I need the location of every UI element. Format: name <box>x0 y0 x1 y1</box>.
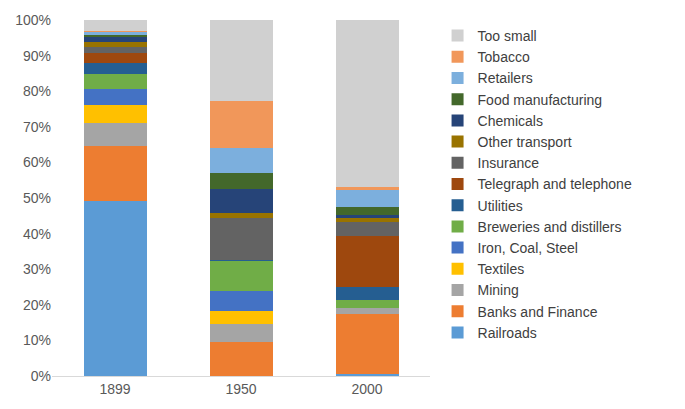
svg-text:Food manufacturing: Food manufacturing <box>478 92 603 108</box>
svg-text:0%: 0% <box>31 368 51 384</box>
svg-text:60%: 60% <box>23 154 51 170</box>
svg-text:20%: 20% <box>23 297 51 313</box>
svg-text:Telegraph and telephone: Telegraph and telephone <box>478 176 632 192</box>
svg-text:1950: 1950 <box>225 381 256 397</box>
svg-text:100%: 100% <box>15 12 51 28</box>
svg-text:30%: 30% <box>23 261 51 277</box>
svg-text:Too small: Too small <box>478 28 537 44</box>
svg-text:Insurance: Insurance <box>478 155 540 171</box>
svg-text:10%: 10% <box>23 332 51 348</box>
svg-text:Utilities: Utilities <box>478 198 523 214</box>
svg-text:Railroads: Railroads <box>478 325 537 341</box>
svg-text:1899: 1899 <box>99 381 130 397</box>
svg-text:40%: 40% <box>23 226 51 242</box>
svg-text:Chemicals: Chemicals <box>478 113 543 129</box>
svg-text:2000: 2000 <box>351 381 382 397</box>
svg-text:Iron, Coal, Steel: Iron, Coal, Steel <box>478 240 578 256</box>
svg-text:50%: 50% <box>23 190 51 206</box>
svg-text:Retailers: Retailers <box>478 70 533 86</box>
svg-text:Mining: Mining <box>478 282 519 298</box>
svg-text:Other transport: Other transport <box>478 134 572 150</box>
svg-text:90%: 90% <box>23 48 51 64</box>
svg-text:Breweries and distillers: Breweries and distillers <box>478 219 622 235</box>
svg-text:70%: 70% <box>23 119 51 135</box>
svg-text:Banks and Finance: Banks and Finance <box>478 304 598 320</box>
svg-text:Tobacco: Tobacco <box>478 49 530 65</box>
svg-text:80%: 80% <box>23 83 51 99</box>
svg-text:Textiles: Textiles <box>478 261 525 277</box>
